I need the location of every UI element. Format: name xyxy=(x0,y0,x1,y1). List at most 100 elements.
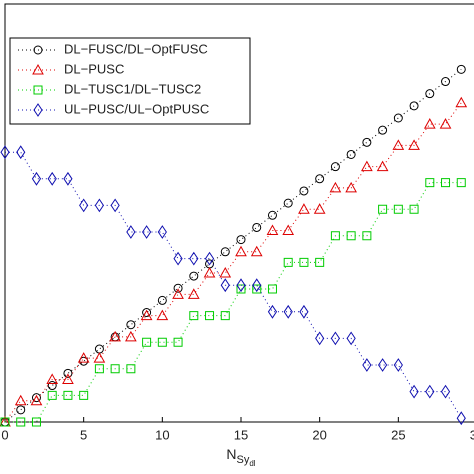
marker xyxy=(299,257,309,267)
marker xyxy=(16,145,26,160)
marker xyxy=(33,45,43,55)
x-label-main: N xyxy=(226,446,236,462)
marker xyxy=(16,417,26,427)
marker xyxy=(252,278,262,293)
marker xyxy=(266,224,279,235)
marker xyxy=(220,311,230,321)
marker xyxy=(157,295,167,305)
marker xyxy=(440,384,451,399)
marker xyxy=(205,311,215,321)
marker xyxy=(47,390,57,400)
marker xyxy=(283,257,293,267)
marker xyxy=(141,225,152,239)
marker xyxy=(173,283,183,293)
marker xyxy=(16,405,26,415)
marker xyxy=(0,145,10,160)
x-label-sub: Sy xyxy=(237,454,250,466)
marker xyxy=(346,331,356,346)
marker xyxy=(346,149,356,159)
marker xyxy=(32,63,44,75)
marker xyxy=(330,162,340,172)
x-tick-label: 5 xyxy=(80,427,87,442)
marker xyxy=(439,118,452,129)
x-tick-label: 20 xyxy=(312,427,326,442)
marker xyxy=(156,309,169,321)
marker xyxy=(94,198,105,213)
marker xyxy=(33,103,43,117)
marker xyxy=(204,251,215,266)
marker xyxy=(346,231,356,241)
marker xyxy=(236,235,246,245)
marker xyxy=(31,417,41,427)
marker xyxy=(47,171,57,186)
marker xyxy=(77,352,90,363)
marker xyxy=(125,330,137,342)
marker xyxy=(362,231,372,241)
series-line xyxy=(5,182,462,423)
marker xyxy=(456,178,466,188)
marker xyxy=(315,257,325,267)
marker xyxy=(252,222,262,232)
marker xyxy=(362,137,372,147)
marker xyxy=(94,344,104,354)
marker xyxy=(189,271,199,281)
marker xyxy=(126,364,136,374)
marker xyxy=(220,247,230,257)
marker xyxy=(315,331,325,346)
x-tick-label: 30 xyxy=(470,427,474,442)
marker xyxy=(441,77,451,87)
marker xyxy=(219,267,232,278)
marker xyxy=(392,139,405,150)
marker xyxy=(126,320,136,330)
marker xyxy=(33,85,43,95)
marker xyxy=(142,308,152,318)
marker xyxy=(330,231,340,241)
marker xyxy=(31,393,41,403)
marker xyxy=(173,337,183,347)
legend-label: DL−PUSC xyxy=(64,61,124,76)
marker xyxy=(267,304,278,319)
marker xyxy=(187,288,200,299)
marker xyxy=(361,160,373,172)
x-label-subsub: dl xyxy=(249,459,255,468)
marker xyxy=(0,417,10,427)
marker xyxy=(409,101,419,111)
legend-label: DL−TUSC1/DL−TUSC2 xyxy=(64,81,201,96)
marker xyxy=(330,331,341,346)
marker xyxy=(236,278,246,293)
x-tick-label: 10 xyxy=(155,427,169,442)
marker xyxy=(299,304,309,319)
marker xyxy=(140,309,153,321)
marker xyxy=(409,204,419,214)
marker xyxy=(94,364,104,374)
marker xyxy=(189,251,199,266)
marker xyxy=(142,337,152,347)
marker xyxy=(30,394,43,406)
marker xyxy=(378,125,388,135)
marker xyxy=(425,178,435,188)
x-axis-label: NSydl xyxy=(226,446,255,468)
marker xyxy=(14,394,27,406)
marker xyxy=(408,139,420,150)
marker xyxy=(299,186,309,196)
marker xyxy=(393,113,403,123)
marker xyxy=(189,311,199,321)
marker xyxy=(46,373,59,384)
x-tick-label: 0 xyxy=(1,427,8,442)
series-line xyxy=(4,68,462,423)
marker xyxy=(126,225,136,239)
marker xyxy=(31,171,42,186)
marker xyxy=(283,304,293,319)
x-tick-label: 25 xyxy=(391,427,405,442)
marker xyxy=(110,364,120,374)
marker xyxy=(329,181,342,193)
marker xyxy=(172,288,184,299)
marker xyxy=(315,174,325,184)
marker xyxy=(456,64,466,74)
marker xyxy=(377,358,388,372)
marker xyxy=(62,373,74,384)
marker xyxy=(345,181,357,193)
marker xyxy=(203,267,216,278)
legend-label: UL−PUSC/UL−OptPUSC xyxy=(64,101,209,116)
